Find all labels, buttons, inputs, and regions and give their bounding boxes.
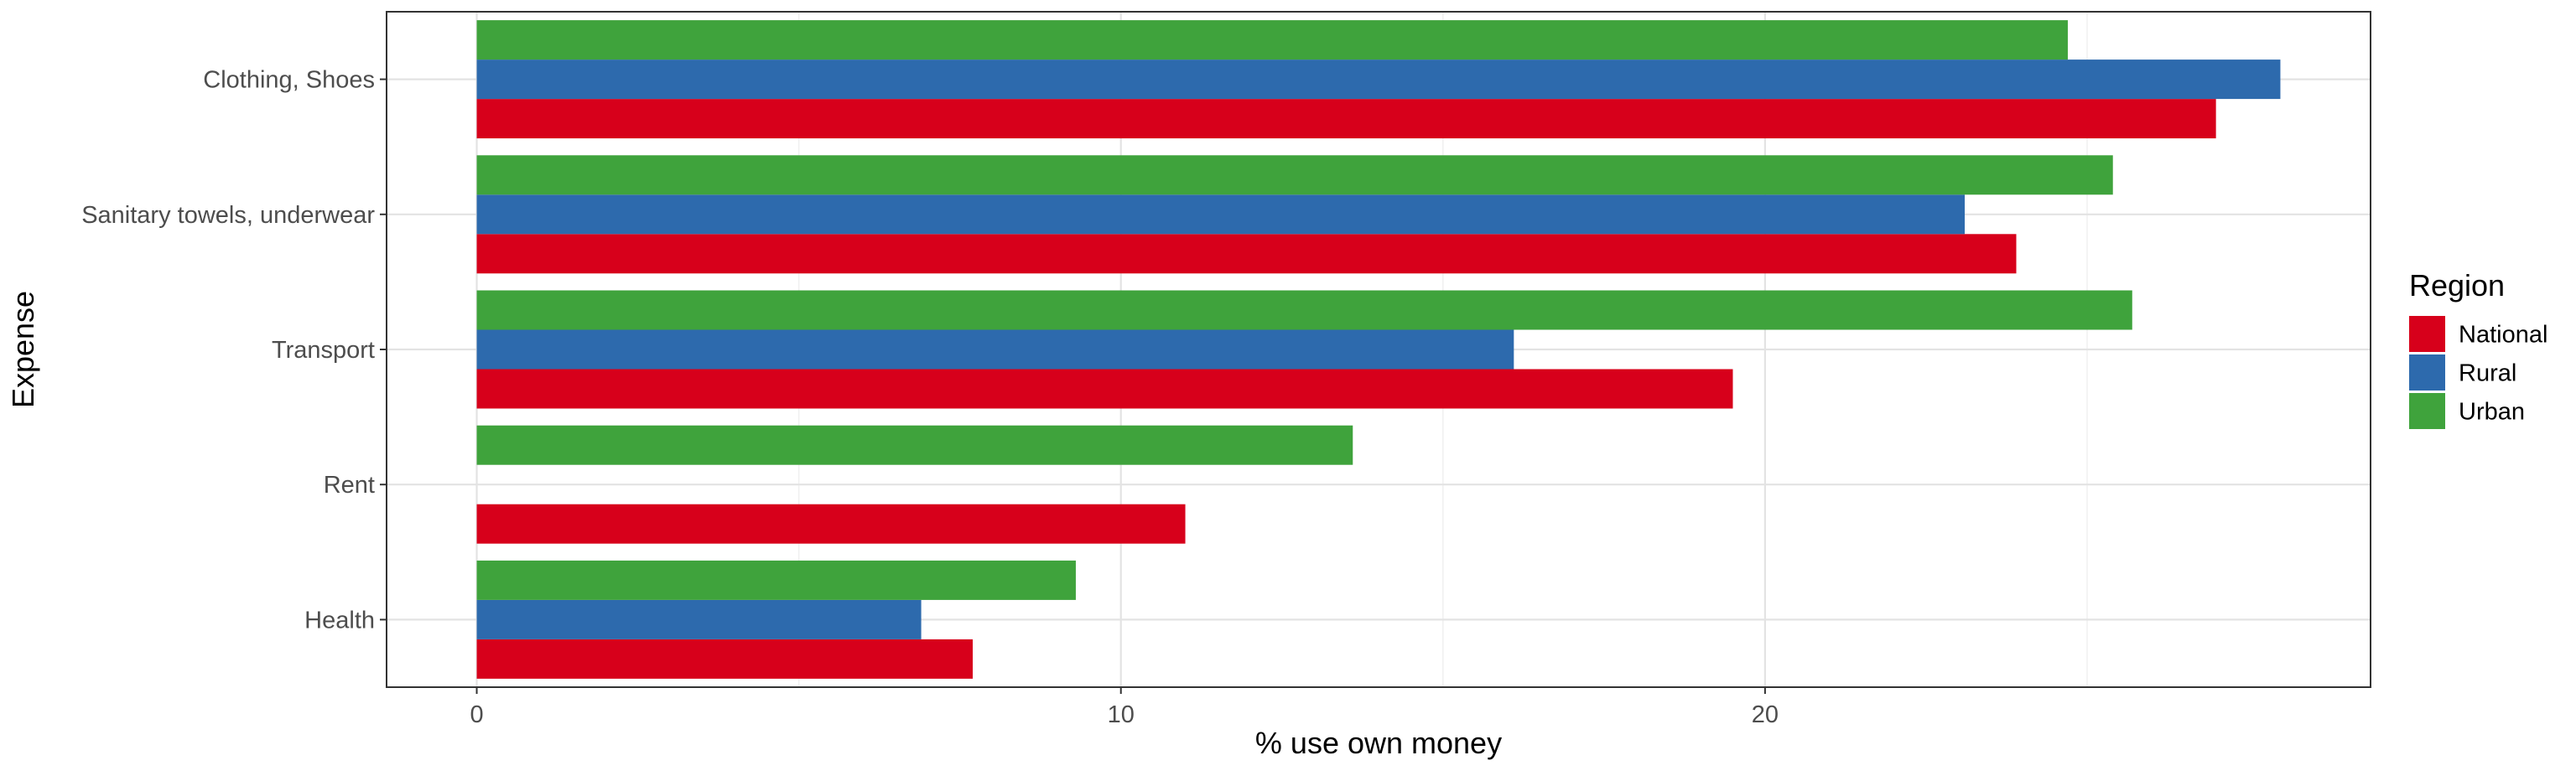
x-tick-label: 20 [1752,701,1779,728]
x-axis-title: % use own money [1255,726,1502,760]
y-tick-label: Rent [324,472,375,499]
y-tick-label: Clothing, Shoes [203,67,375,94]
legend-title: Region [2409,268,2505,303]
x-tick-label: 0 [470,701,483,728]
bar-national [476,504,1186,544]
y-tick-label: Health [304,607,375,634]
axis-layer: 0 10 20 Health Rent Transport Sanitary towels,… [81,67,1779,728]
legend-label: National [2459,322,2547,349]
x-tick-label: 10 [1108,701,1135,728]
bar-national [476,639,974,679]
bar-rural [476,59,2281,100]
legend-key-urban [2409,393,2445,429]
y-axis-title: Expense [6,291,40,408]
bar-urban [476,560,1076,600]
bar-rural [476,194,1966,235]
bar-national [476,234,2017,274]
bar-national [476,99,2216,139]
legend: Region National Rural Urban [2409,268,2547,429]
bar-urban [476,290,2132,330]
legend-label: Urban [2459,399,2525,426]
bar-urban [476,425,1353,465]
bar-rural [476,329,1514,370]
bar-rural [476,599,922,639]
legend-label: Rural [2459,360,2516,387]
bar-national [476,369,1733,409]
bar-urban [476,20,2068,60]
y-tick-label: Sanitary towels, underwear [81,202,375,229]
y-tick-label: Transport [272,337,375,364]
bar-urban [476,155,2113,195]
legend-key-rural [2409,354,2445,391]
bars-layer [476,20,2281,679]
legend-key-national [2409,316,2445,352]
